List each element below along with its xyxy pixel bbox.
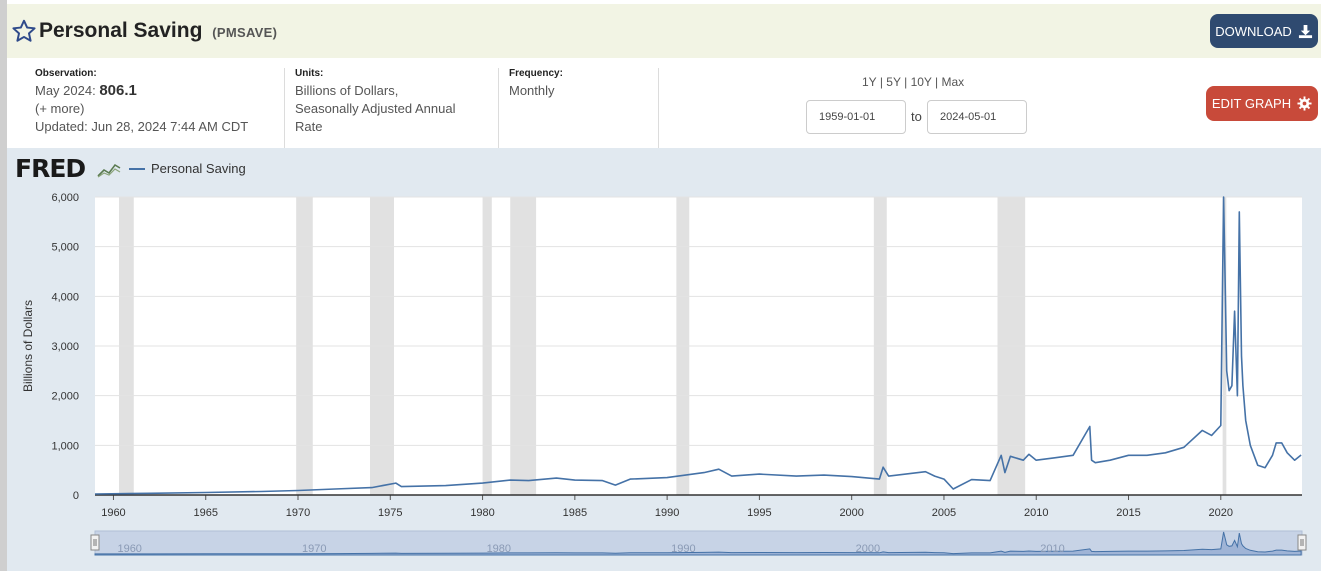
units-panel: Units: Billions of Dollars, Seasonally A… (285, 68, 499, 148)
handle-body (90, 534, 100, 551)
navigator-year-label: 1980 (487, 543, 511, 555)
date-to-label: to (911, 109, 922, 124)
y-tick-label: 3,000 (51, 341, 79, 353)
download-icon (1298, 24, 1312, 38)
units-text-2: Seasonally Adjusted Annual (295, 101, 456, 116)
x-tick-label: 2020 (1209, 507, 1233, 519)
y-axis-title: Billions of Dollars (21, 300, 35, 392)
end-date-input[interactable]: 2024-05-01 (927, 100, 1027, 134)
more-link[interactable]: (+ more) (35, 101, 85, 116)
y-tick-label: 5,000 (51, 242, 79, 254)
x-tick-label: 1985 (563, 507, 587, 519)
start-date-input[interactable]: 1959-01-01 (806, 100, 906, 134)
observation-panel: Observation: May 2024: 806.1 (+ more) Up… (7, 68, 285, 148)
x-tick-label: 2010 (1024, 507, 1048, 519)
x-tick-label: 2000 (839, 507, 863, 519)
frequency-panel: Frequency: Monthly (499, 68, 659, 148)
legend-label: Personal Saving (151, 161, 246, 176)
frequency-text: Monthly (509, 83, 555, 98)
line-chart[interactable]: 0 1,000 2,000 3,000 4,000 5,000 6,000 Billions … (7, 148, 1321, 571)
navigator-series-area (94, 531, 1302, 556)
range-5y[interactable]: 5Y (886, 75, 901, 89)
navigator-left-handle[interactable] (90, 534, 100, 551)
range-10y[interactable]: 10Y (910, 75, 932, 89)
units-text: Billions of Dollars, (295, 83, 399, 98)
range-sep: | (935, 75, 939, 89)
navigator-year-label: 1990 (671, 543, 695, 555)
x-tick-label: 1995 (747, 507, 771, 519)
frequency-label: Frequency: (509, 68, 563, 79)
updated-text: Updated: Jun 28, 2024 7:44 AM CDT (35, 119, 249, 134)
edit-graph-label: EDIT GRAPH (1211, 96, 1292, 111)
navigator-year-label: 2010 (1040, 543, 1064, 555)
observation-value-line: May 2024: 806.1 (+ more) Updated: Jun 28… (35, 82, 284, 136)
x-tick-label: 1960 (101, 507, 125, 519)
x-tick-label: 2005 (932, 507, 956, 519)
series-code: (PMSAVE) (212, 25, 278, 40)
x-tick-label: 1990 (655, 507, 679, 519)
x-tick-label: 1980 (470, 507, 494, 519)
download-label: DOWNLOAD (1215, 23, 1292, 39)
navigator-year-label: 1960 (117, 543, 141, 555)
observation-date: May 2024: (35, 83, 96, 98)
chart-legend: Personal Saving (129, 161, 246, 176)
navigator-year-label: 1970 (302, 543, 326, 555)
range-max[interactable]: Max (941, 75, 965, 89)
navigator-year-label: 2000 (856, 543, 880, 555)
left-edge-bar (0, 0, 7, 571)
observation-label: Observation: (35, 68, 97, 79)
y-tick-label: 6,000 (51, 192, 79, 204)
navigator-right-handle[interactable] (1297, 534, 1307, 551)
title-bar: Personal Saving (PMSAVE) DOWNLOAD (7, 4, 1321, 58)
range-sep: | (904, 75, 908, 89)
handle-body (1297, 534, 1307, 551)
legend-swatch (129, 167, 145, 170)
fred-logo-text: FRED (15, 154, 86, 183)
x-tick-label: 1965 (193, 507, 217, 519)
series-metadata: Observation: May 2024: 806.1 (+ more) Up… (7, 58, 1321, 148)
fred-logo[interactable]: FRED (15, 154, 86, 183)
edit-graph-button[interactable]: EDIT GRAPH (1206, 86, 1318, 121)
y-tick-label: 0 (73, 490, 79, 502)
units-label: Units: (295, 68, 324, 79)
download-button[interactable]: DOWNLOAD (1210, 14, 1318, 48)
range-1y[interactable]: 1Y (862, 75, 877, 89)
x-tick-label: 1975 (378, 507, 402, 519)
gear-icon (1297, 96, 1312, 111)
y-tick-label: 1,000 (51, 440, 79, 452)
range-selector: 1Y | 5Y | 10Y | Max (862, 75, 964, 89)
fred-chart-icon (97, 163, 121, 178)
y-tick-label: 4,000 (51, 291, 79, 303)
y-tick-label: 2,000 (51, 391, 79, 403)
units-text-block: Billions of Dollars, Seasonally Adjusted… (295, 82, 498, 136)
star-outline-icon[interactable] (11, 18, 37, 44)
series-line-personal-saving (94, 196, 1302, 495)
chart-area: FRED Personal Saving 0 1,000 2,000 3,000 4,0… (7, 148, 1321, 571)
observation-value: 806.1 (99, 82, 137, 99)
x-tick-label: 1970 (286, 507, 310, 519)
range-sep: | (879, 75, 883, 89)
x-tick-label: 2015 (1116, 507, 1140, 519)
series-title: Personal Saving (39, 19, 203, 42)
units-text-3: Rate (295, 119, 323, 134)
page-title: Personal Saving (PMSAVE) (39, 19, 277, 43)
